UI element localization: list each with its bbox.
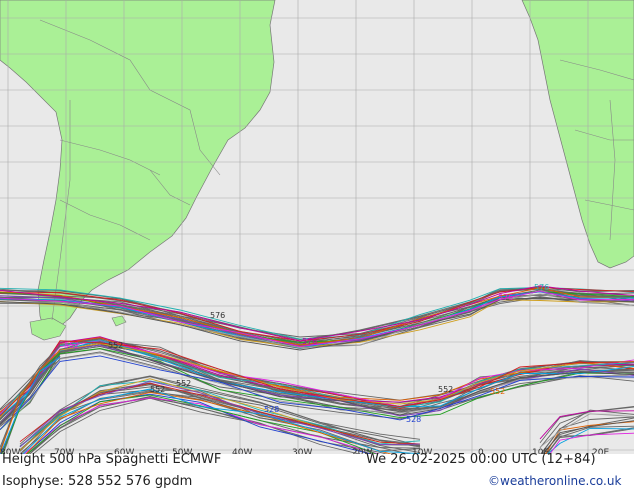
contour-line: [0, 285, 634, 342]
contour-label: 552: [490, 387, 505, 396]
lon-label: 20E: [592, 448, 610, 458]
contour-line: [0, 290, 634, 348]
valid-time: We 26-02-2025 00:00 UTC (12+84): [366, 452, 596, 467]
lon-label: 30W: [292, 448, 313, 458]
lon-label: 50W: [172, 448, 193, 458]
contour-label: 552: [108, 341, 123, 350]
chart-title: Height 500 hPa Spaghetti ECMWF: [2, 452, 222, 467]
lon-label: 10E: [532, 448, 550, 458]
contour-line: [2, 356, 61, 454]
lon-label: 10W: [412, 448, 433, 458]
credit-text: ©weatheronline.co.uk: [488, 474, 622, 488]
footer: Height 500 hPa Spaghetti ECMWF We 26-02-…: [0, 452, 634, 490]
contour-line: [0, 349, 61, 453]
contour-label: 528: [264, 405, 279, 414]
contour-label: 552: [438, 385, 453, 394]
contour-label: 552: [64, 341, 79, 350]
contour-line: [20, 391, 421, 454]
contour-line: [0, 339, 634, 417]
contour-line: [0, 288, 634, 343]
contour-line: [28, 395, 361, 454]
contour-line: [0, 340, 634, 415]
graticule: [0, 0, 634, 454]
lon-label: 70W: [54, 448, 75, 458]
lon-label: 0: [478, 448, 484, 458]
lon-label: 20W: [352, 448, 373, 458]
contour-line: [19, 390, 421, 454]
contour-line: [0, 348, 634, 427]
spaghetti-contours: [0, 285, 634, 454]
lon-label: 80W: [0, 448, 21, 458]
contour-line: [0, 352, 634, 430]
contour-line: [0, 297, 634, 351]
contour-label: 576: [302, 337, 317, 346]
contour-line: [25, 393, 373, 454]
contour-line: [0, 345, 61, 448]
isophyse-legend: Isophyse: 528 552 576 gpdm: [2, 474, 193, 489]
contour-labels: 576 576 576 576 552 552 552 552 552 552 …: [64, 283, 549, 424]
contour-label: 552: [176, 379, 191, 388]
contour-line: [539, 410, 634, 440]
contour-label: 528: [406, 415, 421, 424]
contour-line: [546, 425, 634, 454]
contour-label: 552: [150, 385, 165, 394]
contour-line: [0, 294, 634, 348]
contour-line: [549, 432, 634, 454]
contour-line: [0, 286, 634, 342]
contour-line: [540, 409, 634, 454]
contour-line: [542, 420, 634, 454]
contour-line: [0, 348, 634, 431]
contour-line: [23, 397, 380, 454]
contour-line: [546, 427, 634, 454]
contour-label: 576: [534, 283, 549, 292]
contour-line: [26, 394, 378, 454]
lon-label: 60W: [114, 448, 135, 458]
weather-map: 576 576 576 576 552 552 552 552 552 552 …: [0, 0, 634, 454]
contour-line: [0, 344, 634, 420]
contour-line: [0, 356, 61, 454]
falkland-islands: [111, 315, 127, 327]
contour-line: [0, 340, 634, 417]
contour-line: [0, 291, 634, 349]
contour-label: 576: [210, 311, 225, 320]
contour-line: [0, 299, 634, 348]
contour-line: [22, 388, 421, 454]
contour-line: [539, 406, 634, 449]
lon-label: 40W: [232, 448, 253, 458]
contour-line: [0, 355, 634, 430]
contour-line: [0, 293, 634, 349]
contour-line: [19, 380, 421, 448]
contour-label: 576: [498, 293, 513, 302]
africa-land: [521, 0, 634, 269]
contour-line: [539, 413, 634, 448]
